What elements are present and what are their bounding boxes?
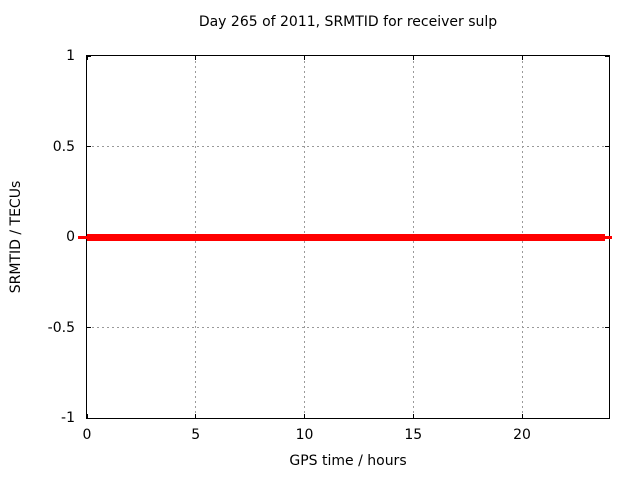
- x-tick-mark-top: [195, 56, 197, 60]
- x-axis-label: GPS time / hours: [289, 453, 407, 469]
- y-tick-mark-right: [605, 55, 609, 57]
- x-tick-mark-top: [412, 56, 414, 60]
- y-tick-mark-left: [87, 55, 91, 57]
- y-tick-mark-right: [605, 146, 609, 147]
- data-series-line-segment: [78, 235, 87, 239]
- x-tick-mark-bottom: [195, 414, 197, 418]
- x-tick-mark-bottom: [304, 414, 305, 418]
- y-gridline: [87, 327, 609, 328]
- y-tick-mark-left: [87, 417, 91, 419]
- y-tick-label: 1: [66, 48, 75, 64]
- x-tick-mark-bottom: [412, 414, 414, 418]
- y-axis-label: SRMTID / TECUs: [8, 180, 24, 294]
- y-tick-mark-right: [605, 327, 609, 328]
- x-tick-mark-bottom: [521, 414, 523, 418]
- data-series-line-segment: [87, 233, 606, 241]
- data-series-line-segment: [605, 235, 613, 239]
- x-tick-mark-bottom: [86, 414, 88, 418]
- y-tick-mark-right: [605, 417, 609, 419]
- y-tick-label: 0: [66, 229, 75, 245]
- y-tick-mark-left: [87, 327, 91, 328]
- x-tick-mark-top: [521, 56, 523, 60]
- y-tick-label: -1: [61, 410, 75, 426]
- y-tick-label: 0.5: [52, 138, 75, 155]
- y-tick-label: -0.5: [47, 319, 75, 336]
- x-tick-label: 10: [295, 427, 314, 443]
- x-tick-label: 15: [404, 427, 423, 443]
- plot-area: 0 5 10 15 20 1 0.5 0 -0.5 -1: [48, 48, 613, 443]
- y-gridline: [87, 146, 609, 147]
- y-tick-mark-left: [87, 146, 91, 147]
- x-tick-label: 5: [191, 427, 201, 443]
- x-tick-mark-top: [86, 56, 88, 60]
- x-tick-label: 20: [513, 427, 531, 443]
- x-tick-label: 0: [82, 427, 92, 443]
- x-tick-mark-top: [304, 56, 305, 60]
- chart-title: Day 265 of 2011, SRMTID for receiver sul…: [198, 14, 498, 30]
